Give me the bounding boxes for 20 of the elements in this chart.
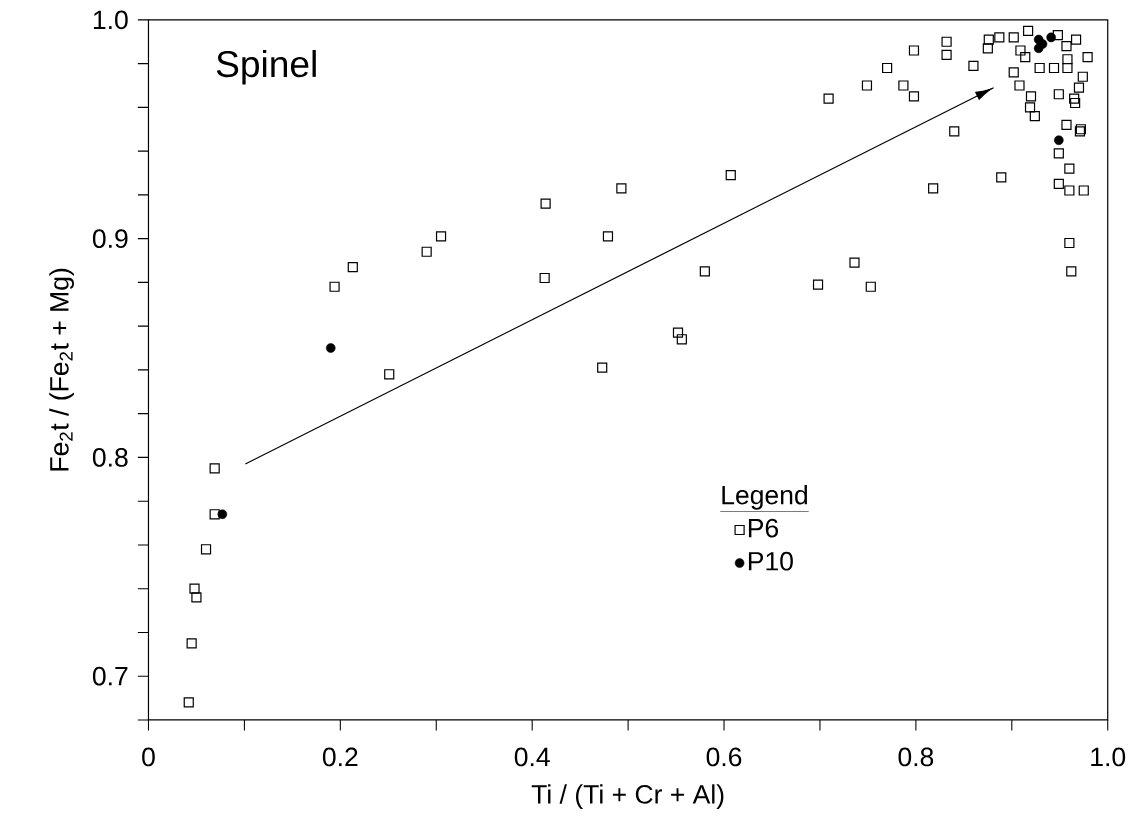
x-tick-label: 0.4 xyxy=(514,747,550,767)
point xyxy=(325,343,336,353)
point xyxy=(1054,135,1064,145)
point xyxy=(217,509,228,519)
y-axis-title: Fe$_{2}$t / (Fe$_{2}$t + Mg) xyxy=(49,268,74,471)
y-tick-label: 1.0 xyxy=(93,10,128,30)
x-axis-title: Ti / (Ti + Cr + Al) xyxy=(531,784,724,809)
x-tick-label: 0.8 xyxy=(898,747,934,767)
y-tick-label: 0.8 xyxy=(92,447,128,467)
point xyxy=(1033,43,1044,53)
x-tick-label: 0.2 xyxy=(322,747,358,767)
x-tick-label: 0 xyxy=(142,747,155,767)
legend-label: P10 xyxy=(748,551,793,571)
legend-title: Legend xyxy=(722,484,807,510)
x-tick-label: 1.0 xyxy=(1091,747,1126,767)
legend-label: P6 xyxy=(748,518,779,538)
text: Spinel xyxy=(216,49,316,85)
x-tick-label: 0.6 xyxy=(706,747,742,767)
y-tick-label: 0.9 xyxy=(92,229,128,248)
y-tick-label: 0.7 xyxy=(92,666,128,686)
